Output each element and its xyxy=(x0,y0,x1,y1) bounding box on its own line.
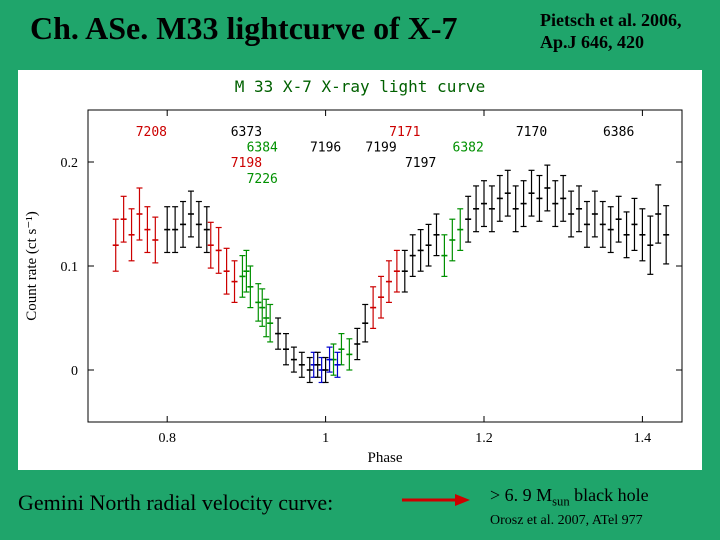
svg-text:1.2: 1.2 xyxy=(475,431,493,446)
slide-root: Ch. ASe. M33 lightcurve of X-7 Pietsch e… xyxy=(0,0,720,540)
svg-text:6382: 6382 xyxy=(453,141,484,156)
svg-text:0: 0 xyxy=(71,364,78,379)
svg-text:6384: 6384 xyxy=(247,141,278,156)
svg-text:7196: 7196 xyxy=(310,141,341,156)
footer-left-text: Gemini North radial velocity curve: xyxy=(18,490,333,516)
mass-sub: sun xyxy=(552,495,570,509)
footer-right-cite: Orosz et al. 2007, ATel 977 xyxy=(490,513,643,528)
citation-line1: Pietsch et al. 2006, xyxy=(540,10,681,30)
svg-text:M 33 X-7 X-ray light curve: M 33 X-7 X-ray light curve xyxy=(235,77,485,96)
lightcurve-chart: M 33 X-7 X-ray light curve 0.8 1 1.2 1.4 0 0.1… xyxy=(18,70,702,470)
svg-text:7171: 7171 xyxy=(389,125,420,140)
arrow-icon xyxy=(400,490,470,510)
mass-text-pre: > 6. 9 M xyxy=(490,485,552,505)
svg-text:0.8: 0.8 xyxy=(158,431,176,446)
slide-title: Ch. ASe. M33 lightcurve of X-7 xyxy=(30,10,458,47)
svg-text:6386: 6386 xyxy=(603,125,634,140)
svg-text:7226: 7226 xyxy=(247,172,278,187)
svg-text:1: 1 xyxy=(322,431,329,446)
mass-text-post: black hole xyxy=(570,485,649,505)
svg-text:7170: 7170 xyxy=(516,125,547,140)
svg-text:1.4: 1.4 xyxy=(634,431,652,446)
svg-text:Phase: Phase xyxy=(368,450,403,466)
citation-block: Pietsch et al. 2006, Ap.J 646, 420 xyxy=(540,10,710,53)
citation-line2: Ap.J 646, 420 xyxy=(540,32,644,52)
svg-text:0.2: 0.2 xyxy=(61,156,79,171)
svg-text:6373: 6373 xyxy=(231,125,262,140)
svg-text:Count rate (ct s⁻¹): Count rate (ct s⁻¹) xyxy=(24,211,40,320)
svg-text:7197: 7197 xyxy=(405,156,436,171)
svg-text:7208: 7208 xyxy=(136,125,167,140)
lightcurve-svg: M 33 X-7 X-ray light curve 0.8 1 1.2 1.4 0 0.1… xyxy=(18,70,702,470)
svg-text:7199: 7199 xyxy=(365,141,396,156)
svg-text:7198: 7198 xyxy=(231,156,262,171)
svg-text:0.1: 0.1 xyxy=(61,260,79,275)
footer-right-block: > 6. 9 Msun black hole Orosz et al. 2007… xyxy=(490,486,715,529)
